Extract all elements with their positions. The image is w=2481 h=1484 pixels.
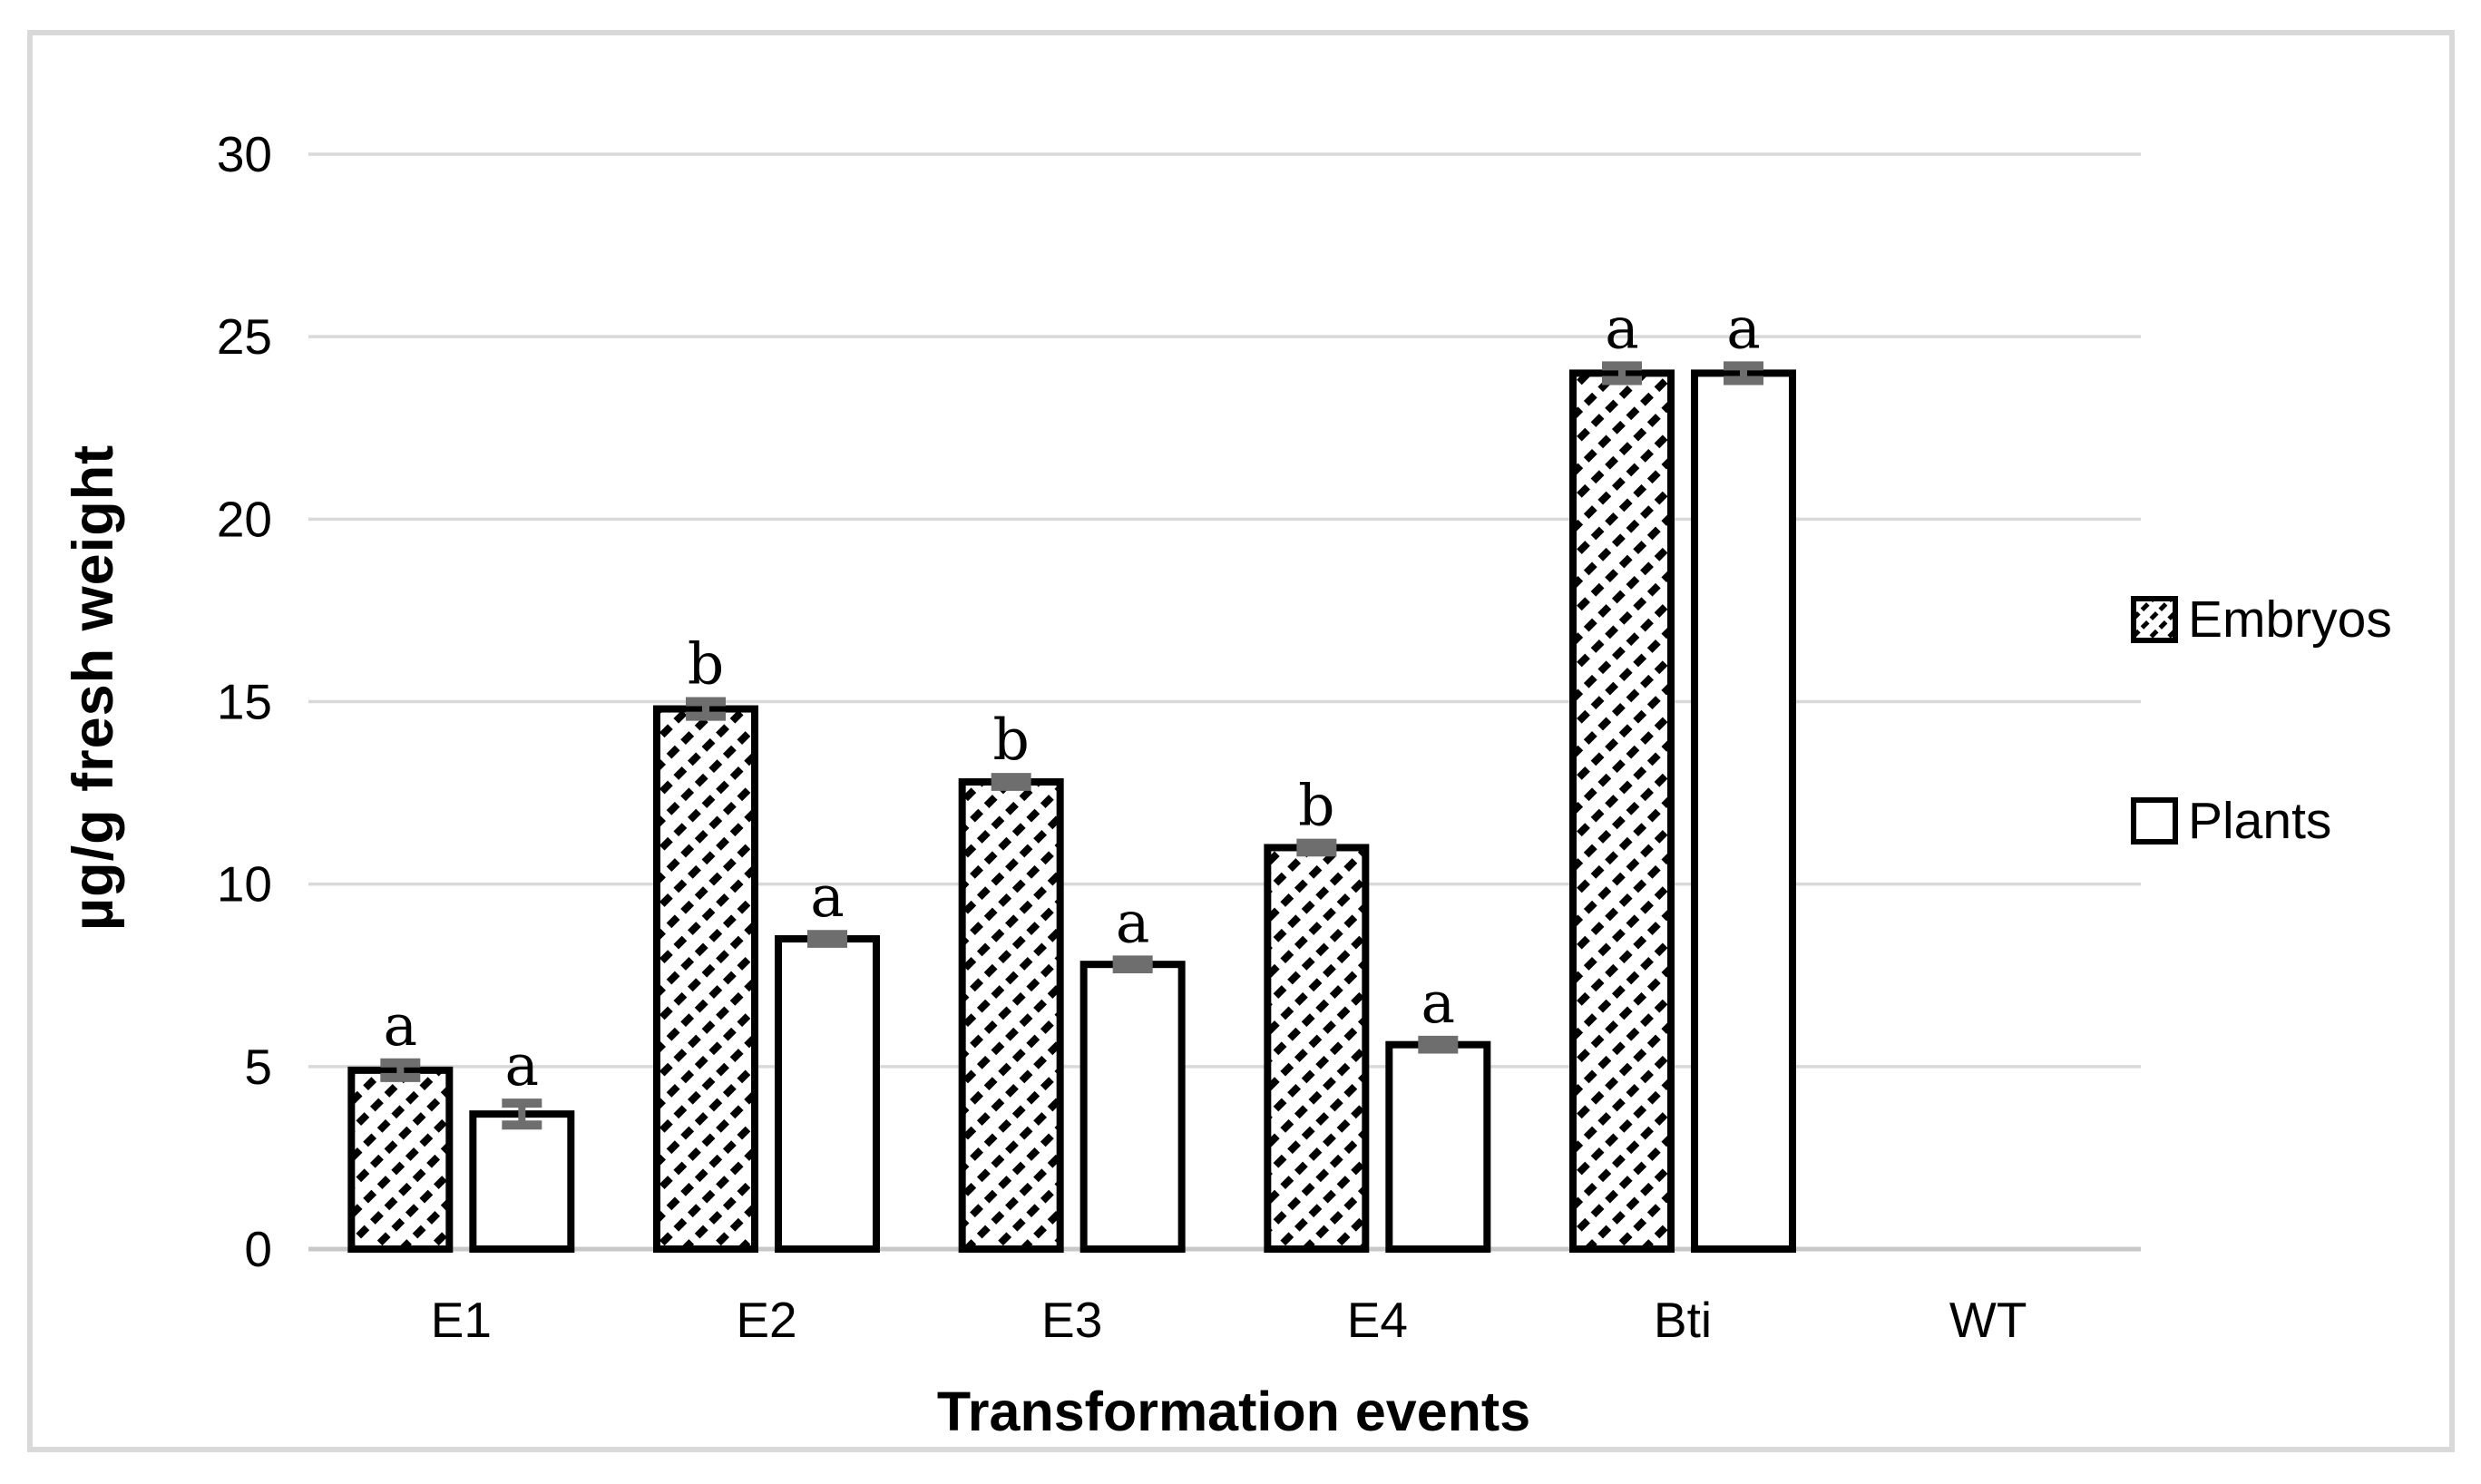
bar-plants-E3 (1079, 961, 1186, 1254)
sig-letter-embryos-E2: b (688, 631, 724, 698)
x-tick-label-E4: E4 (1347, 1292, 1408, 1348)
bar-embryos-E1 (347, 1066, 454, 1254)
bar-plants-E2 (775, 935, 880, 1254)
x-tick-label-E1: E1 (431, 1292, 492, 1348)
legend-label-plants: Plants (2188, 792, 2332, 850)
embryos-hatch-swatch-icon (2131, 596, 2178, 643)
bar-embryos-E2 (653, 705, 758, 1253)
bar-plants-E1 (469, 1110, 575, 1254)
y-axis-title: µg/g fresh weight (62, 444, 125, 932)
x-tick-label-Bti: Bti (1654, 1292, 1712, 1348)
sig-letter-embryos-E1: a (384, 992, 418, 1059)
x-axis-title: Transformation events (936, 1381, 1531, 1442)
y-tick-label-20: 20 (217, 491, 272, 547)
y-tick-label-0: 0 (244, 1221, 272, 1277)
sig-letter-plants-E2: a (810, 864, 845, 930)
legend-label-embryos: Embryos (2188, 591, 2392, 649)
y-tick-label-10: 10 (217, 856, 272, 913)
x-tick-label-WT: WT (1949, 1292, 2027, 1348)
legend-item-plants: Plants (2130, 791, 2392, 851)
legend-item-embryos: Embryos (2130, 590, 2392, 649)
sig-letter-embryos-E4: b (1298, 773, 1334, 839)
x-tick-label-E2: E2 (736, 1292, 796, 1348)
bar-embryos-E3 (958, 778, 1064, 1253)
bar-plants-Bti (1691, 369, 1796, 1253)
sig-letter-plants-E4: a (1421, 970, 1456, 1036)
sig-letter-embryos-E3: b (992, 707, 1029, 773)
bar-embryos-Bti (1569, 369, 1675, 1253)
y-tick-label-25: 25 (217, 308, 272, 365)
bar-plants-E4 (1385, 1040, 1491, 1254)
sig-letter-embryos-Bti: a (1605, 295, 1639, 361)
y-tick-label-30: 30 (217, 126, 272, 182)
legend: Embryos Plants (2130, 590, 2392, 851)
x-tick-label-E3: E3 (1041, 1292, 1102, 1348)
sig-letter-plants-E1: a (505, 1032, 540, 1098)
sig-letter-plants-E3: a (1116, 889, 1150, 955)
sig-letter-plants-Bti: a (1726, 295, 1761, 361)
y-tick-label-15: 15 (217, 674, 272, 730)
y-tick-label-5: 5 (244, 1039, 272, 1095)
bar-embryos-E4 (1264, 844, 1370, 1254)
plants-white-swatch-icon (2131, 797, 2178, 845)
